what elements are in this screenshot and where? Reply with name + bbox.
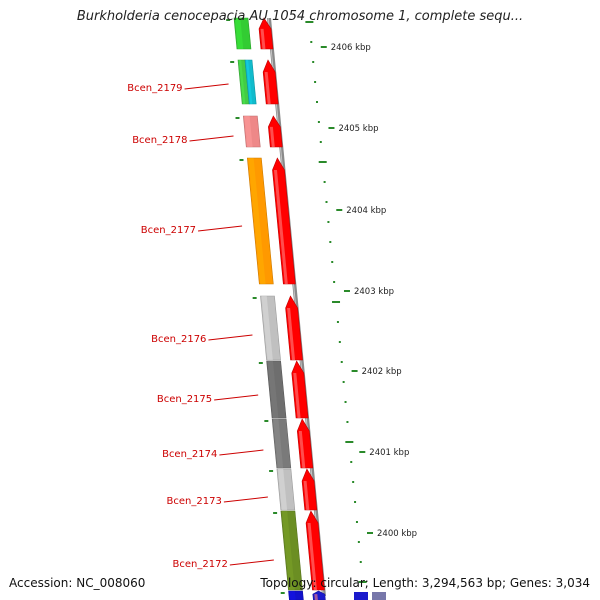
gene-label-leader (229, 559, 274, 566)
cds-arrow (262, 59, 279, 105)
cog-block-shine (273, 419, 284, 468)
gene-feature (226, 17, 274, 50)
gene-label-leader (214, 394, 259, 401)
map-title: Burkholderia cenocepacia AU 1054 chromos… (76, 9, 524, 24)
gene-feature: Bcen_2177 (141, 157, 296, 285)
cog-block-shine (261, 296, 273, 360)
gene-label: Bcen_2176 (151, 334, 206, 345)
scale-tick-label: 2404 kbp (346, 206, 386, 216)
cog-block-shine (235, 18, 244, 49)
cds-arrow-shine (260, 28, 266, 49)
cds-arrow (296, 418, 314, 469)
gene-feature: Bcen_2173 (167, 468, 318, 511)
cds-arrow-shine (264, 72, 271, 104)
gene-label: Bcen_2175 (157, 394, 212, 405)
cog-block-shine (245, 60, 253, 104)
cog-block-shine (238, 60, 246, 104)
gene-feature (280, 590, 326, 600)
gene-label: Bcen_2179 (127, 83, 182, 94)
scale-tick-label: 2406 kbp (331, 43, 371, 53)
cds-arrow-shine (303, 481, 310, 510)
scale-tick-label: 2402 kbp (362, 367, 402, 377)
gene-feature: Bcen_2175 (157, 360, 309, 419)
gene-label-leader (219, 449, 264, 456)
cds-arrow-shine (307, 523, 317, 590)
cog-block-marker (372, 592, 386, 600)
gene-feature: Bcen_2174 (162, 418, 314, 469)
gene-feature: Bcen_2172 (173, 510, 325, 591)
cog-block-shine (244, 116, 253, 147)
gene-label: Bcen_2173 (167, 496, 222, 507)
scale-tick-label: 2403 kbp (354, 287, 394, 297)
cds-arrow (291, 360, 309, 419)
cog-block-shine (289, 591, 296, 600)
scale-tick-label: 2405 kbp (338, 124, 378, 134)
cds-arrow-shine (269, 126, 275, 147)
scale-tick-label: 2401 kbp (369, 448, 409, 458)
scale-tick-label: 2400 kbp (377, 529, 417, 539)
gene-feature: Bcen_2179 (127, 59, 279, 105)
cog-block-shine (248, 158, 266, 284)
cog-block-marker (354, 592, 368, 600)
cog-block-shine (281, 511, 295, 590)
gene-label-leader (189, 135, 234, 142)
gene-label: Bcen_2172 (173, 559, 228, 570)
gene-label: Bcen_2177 (141, 225, 196, 236)
gene-label-leader (208, 334, 253, 341)
cds-arrow-shine (293, 373, 301, 418)
genome-summary: Topology: circular; Length: 3,294,563 bp… (260, 576, 590, 590)
gene-label: Bcen_2174 (162, 449, 217, 460)
gene-feature: Bcen_2176 (151, 295, 303, 361)
cds-arrow-shine (298, 431, 306, 468)
accession-label: Accession: NC_008060 (9, 576, 146, 590)
cds-arrow-shine (314, 594, 318, 600)
cog-block-shine (267, 361, 279, 418)
gene-label-leader (198, 225, 243, 232)
gene-label-leader (223, 496, 268, 503)
cog-block-shine (277, 469, 288, 510)
cds-arrow-shine (287, 308, 296, 360)
cds-arrow-shine (273, 170, 288, 284)
gene-label-leader (184, 83, 229, 90)
gene-label: Bcen_2178 (132, 135, 187, 146)
cds-arrow (301, 468, 318, 511)
gene-feature: Bcen_2178 (132, 115, 283, 148)
